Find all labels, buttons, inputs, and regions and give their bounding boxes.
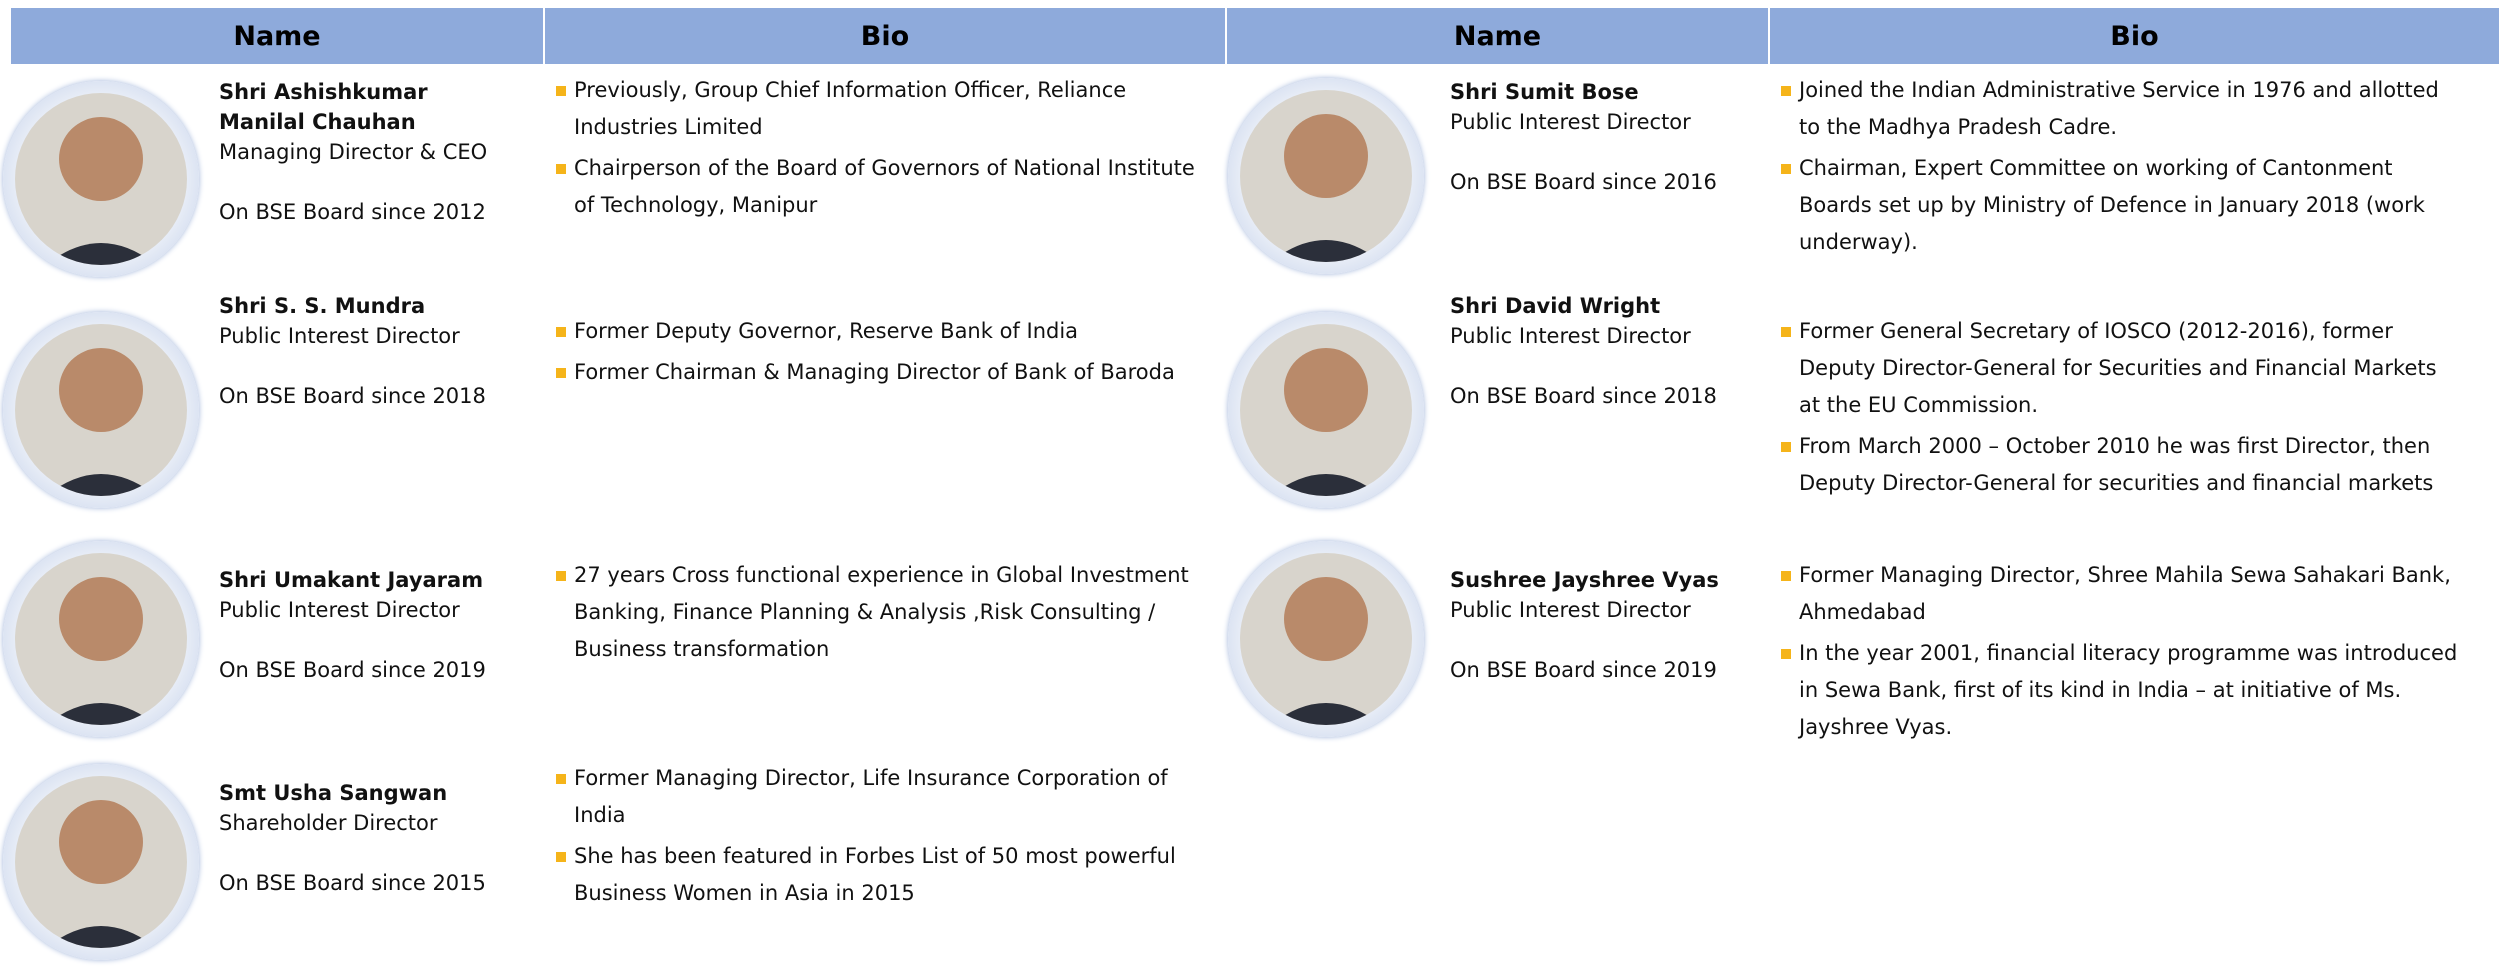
bio-item: Former Managing Director, Life Insurance… [556, 760, 1196, 834]
person-role: Public Interest Director [219, 598, 460, 622]
column-header: Bio [1770, 8, 2499, 64]
bio-item: 27 years Cross functional experience in … [556, 557, 1196, 668]
person-name: Smt Usha Sangwan [219, 781, 448, 805]
person-info: Smt Usha Sangwan Shareholder Director On B… [219, 778, 519, 898]
bio-list: Former General Secretary of IOSCO (2012-… [1781, 313, 2461, 506]
person-info: Shri S. S. Mundra Public Interest Directo… [219, 291, 519, 411]
person-role: Managing Director & CEO [219, 140, 488, 164]
portrait [1228, 312, 1424, 508]
board-since: On BSE Board since 2012 [219, 200, 486, 224]
person-name: Shri Ashishkumar Manilal Chauhan [219, 80, 428, 134]
bio-item: Former General Secretary of IOSCO (2012-… [1781, 313, 2461, 424]
person-role: Public Interest Director [1450, 598, 1691, 622]
portrait [1228, 78, 1424, 274]
portrait [3, 764, 199, 960]
bio-list: Former Managing Director, Life Insurance… [556, 760, 1196, 916]
portrait [3, 312, 199, 508]
bio-item: Former Chairman & Managing Director of B… [556, 354, 1196, 391]
portrait [1228, 541, 1424, 737]
person-info: Shri Sumit Bose Public Interest Director O… [1450, 77, 1750, 197]
portrait-image [15, 324, 187, 496]
portrait-image [1240, 90, 1412, 262]
person-role: Public Interest Director [1450, 324, 1691, 348]
portrait-image [15, 776, 187, 948]
portrait [3, 541, 199, 737]
bio-list: Previously, Group Chief Information Offi… [556, 72, 1196, 228]
person-info: Shri David Wright Public Interest Directo… [1450, 291, 1750, 411]
bio-item: Chairperson of the Board of Governors of… [556, 150, 1196, 224]
portrait-image [1240, 324, 1412, 496]
bio-item: Previously, Group Chief Information Offi… [556, 72, 1196, 146]
portrait [3, 81, 199, 277]
bio-item: In the year 2001, financial literacy pro… [1781, 635, 2461, 746]
bio-list: Former Managing Director, Shree Mahila S… [1781, 557, 2461, 750]
person-name: Shri Umakant Jayaram [219, 568, 484, 592]
portrait-image [15, 553, 187, 725]
person-role: Public Interest Director [219, 324, 460, 348]
bio-list: 27 years Cross functional experience in … [556, 557, 1196, 672]
bio-item: From March 2000 – October 2010 he was fi… [1781, 428, 2461, 502]
bio-item: Former Deputy Governor, Reserve Bank of … [556, 313, 1196, 350]
person-info: Sushree Jayshree Vyas Public Interest Dir… [1450, 565, 1750, 685]
bio-item: Joined the Indian Administrative Service… [1781, 72, 2461, 146]
bio-item: She has been featured in Forbes List of … [556, 838, 1196, 912]
bio-item: Chairman, Expert Committee on working of… [1781, 150, 2461, 261]
portrait-image [1240, 553, 1412, 725]
column-header: Name [1227, 8, 1768, 64]
person-name: Shri S. S. Mundra [219, 294, 426, 318]
person-name: Shri David Wright [1450, 294, 1661, 318]
board-since: On BSE Board since 2019 [219, 658, 486, 682]
person-name: Shri Sumit Bose [1450, 80, 1639, 104]
bio-item: Former Managing Director, Shree Mahila S… [1781, 557, 2461, 631]
board-since: On BSE Board since 2015 [219, 871, 486, 895]
column-header: Name [11, 8, 543, 64]
person-name: Sushree Jayshree Vyas [1450, 568, 1719, 592]
person-role: Public Interest Director [1450, 110, 1691, 134]
column-header: Bio [545, 8, 1225, 64]
board-since: On BSE Board since 2019 [1450, 658, 1717, 682]
board-since: On BSE Board since 2018 [219, 384, 486, 408]
person-info: Shri Ashishkumar Manilal Chauhan Managing… [219, 77, 519, 227]
board-since: On BSE Board since 2018 [1450, 384, 1717, 408]
portrait-image [15, 93, 187, 265]
person-role: Shareholder Director [219, 811, 438, 835]
bio-list: Former Deputy Governor, Reserve Bank of … [556, 313, 1196, 395]
person-info: Shri Umakant Jayaram Public Interest Dire… [219, 565, 519, 685]
board-since: On BSE Board since 2016 [1450, 170, 1717, 194]
bio-list: Joined the Indian Administrative Service… [1781, 72, 2461, 265]
